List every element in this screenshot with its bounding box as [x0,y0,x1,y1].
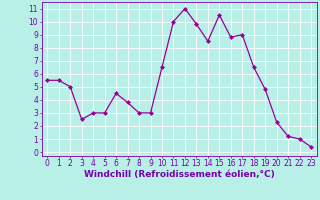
X-axis label: Windchill (Refroidissement éolien,°C): Windchill (Refroidissement éolien,°C) [84,170,275,179]
